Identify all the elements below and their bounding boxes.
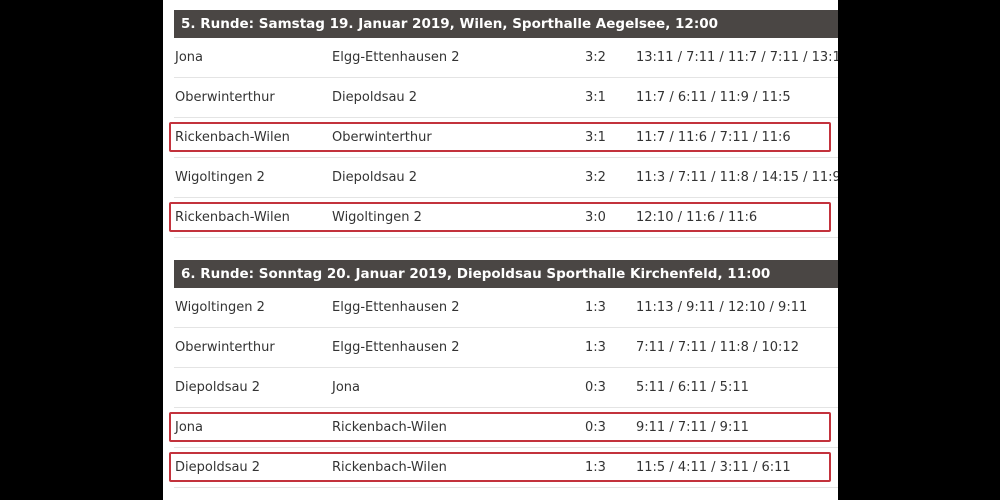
- match-result: 0:3: [585, 420, 606, 435]
- round-header: 5. Runde: Samstag 19. Januar 2019, Wilen…: [174, 10, 838, 38]
- match-result: 3:1: [585, 90, 606, 105]
- home-team: Rickenbach-Wilen: [175, 130, 290, 145]
- home-team: Jona: [175, 420, 203, 435]
- round-5-section: 5. Runde: Samstag 19. Januar 2019, Wilen…: [169, 10, 838, 238]
- set-scores: 13:11 / 7:11 / 11:7 / 7:11 / 13:11: [636, 50, 838, 65]
- set-scores: 12:10 / 11:6 / 11:6: [636, 210, 758, 225]
- home-team: Jona: [175, 50, 203, 65]
- match-result: 3:2: [585, 170, 606, 185]
- match-result: 0:3: [585, 380, 606, 395]
- match-row: Jona Rickenbach-Wilen 0:3 9:11 / 7:11 / …: [169, 408, 838, 448]
- away-team: Jona: [332, 380, 360, 395]
- set-scores: 5:11 / 6:11 / 5:11: [636, 380, 749, 395]
- round-6-section: 6. Runde: Sonntag 20. Januar 2019, Diepo…: [169, 260, 838, 488]
- away-team: Wigoltingen 2: [332, 210, 422, 225]
- set-scores: 11:13 / 9:11 / 12:10 / 9:11: [636, 300, 808, 315]
- away-team: Rickenbach-Wilen: [332, 460, 447, 475]
- home-team: Diepoldsau 2: [175, 380, 261, 395]
- set-scores: 9:11 / 7:11 / 9:11: [636, 420, 749, 435]
- home-team: Oberwinterthur: [175, 90, 275, 105]
- away-team: Rickenbach-Wilen: [332, 420, 447, 435]
- match-row: Wigoltingen 2 Elgg-Ettenhausen 2 1:3 11:…: [174, 288, 838, 328]
- match-result: 3:1: [585, 130, 606, 145]
- match-result: 3:0: [585, 210, 606, 225]
- home-team: Oberwinterthur: [175, 340, 275, 355]
- results-page: 5. Runde: Samstag 19. Januar 2019, Wilen…: [163, 0, 838, 500]
- set-scores: 11:5 / 4:11 / 3:11 / 6:11: [636, 460, 791, 475]
- away-team: Oberwinterthur: [332, 130, 432, 145]
- away-team: Diepoldsau 2: [332, 90, 418, 105]
- set-scores: 7:11 / 7:11 / 11:8 / 10:12: [636, 340, 799, 355]
- match-row: Jona Elgg-Ettenhausen 2 3:2 13:11 / 7:11…: [174, 38, 838, 78]
- match-row: Rickenbach-Wilen Oberwinterthur 3:1 11:7…: [169, 118, 838, 158]
- match-row: Oberwinterthur Diepoldsau 2 3:1 11:7 / 6…: [174, 78, 838, 118]
- home-team: Wigoltingen 2: [175, 170, 265, 185]
- match-result: 1:3: [585, 340, 606, 355]
- round-header: 6. Runde: Sonntag 20. Januar 2019, Diepo…: [174, 260, 838, 288]
- set-scores: 11:7 / 11:6 / 7:11 / 11:6: [636, 130, 791, 145]
- match-row: Diepoldsau 2 Rickenbach-Wilen 1:3 11:5 /…: [169, 448, 838, 488]
- away-team: Elgg-Ettenhausen 2: [332, 300, 460, 315]
- match-result: 1:3: [585, 460, 606, 475]
- away-team: Elgg-Ettenhausen 2: [332, 50, 460, 65]
- home-team: Diepoldsau 2: [175, 460, 261, 475]
- match-result: 3:2: [585, 50, 606, 65]
- match-result: 1:3: [585, 300, 606, 315]
- match-row: Diepoldsau 2 Jona 0:3 5:11 / 6:11 / 5:11: [174, 368, 838, 408]
- home-team: Rickenbach-Wilen: [175, 210, 290, 225]
- away-team: Diepoldsau 2: [332, 170, 418, 185]
- match-row: Wigoltingen 2 Diepoldsau 2 3:2 11:3 / 7:…: [174, 158, 838, 198]
- home-team: Wigoltingen 2: [175, 300, 265, 315]
- set-scores: 11:7 / 6:11 / 11:9 / 11:5: [636, 90, 791, 105]
- set-scores: 11:3 / 7:11 / 11:8 / 14:15 / 11:9: [636, 170, 838, 185]
- match-row: Rickenbach-Wilen Wigoltingen 2 3:0 12:10…: [169, 198, 838, 238]
- match-row: Oberwinterthur Elgg-Ettenhausen 2 1:3 7:…: [174, 328, 838, 368]
- away-team: Elgg-Ettenhausen 2: [332, 340, 460, 355]
